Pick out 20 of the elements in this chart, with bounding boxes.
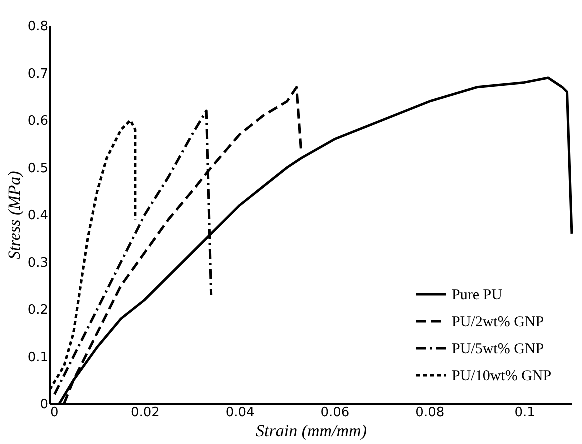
y-axis-title: Stress (MPa) (4, 170, 24, 260)
y-tick-label: 0.3 (28, 256, 48, 271)
x-tick-label: 0.04 (226, 406, 255, 420)
legend-label: PU/10wt% GNP (452, 368, 552, 384)
legend-label: Pure PU (452, 288, 503, 304)
legend-label: PU/5wt% GNP (452, 342, 544, 358)
y-tick-label: 0.7 (28, 66, 48, 82)
y-tick-label: 0.1 (28, 350, 48, 366)
x-axis-title: Strain (mm/mm) (256, 422, 368, 440)
x-tick-label: 0.02 (130, 406, 160, 420)
x-tick-label: 0.08 (416, 406, 445, 420)
y-tick-label: 0.6 (28, 114, 48, 129)
legend-label: PU/2wt% GNP (452, 314, 544, 330)
y-tick-label: 0.4 (28, 208, 48, 224)
y-tick-label: 0.5 (28, 161, 48, 176)
y-tick-label: 0.8 (28, 20, 48, 34)
x-tick-label: 0.06 (320, 406, 350, 420)
x-tick-label: 0 (50, 406, 59, 420)
x-tick-label: 0.1 (514, 406, 536, 420)
y-tick-label: 0.2 (28, 303, 48, 318)
